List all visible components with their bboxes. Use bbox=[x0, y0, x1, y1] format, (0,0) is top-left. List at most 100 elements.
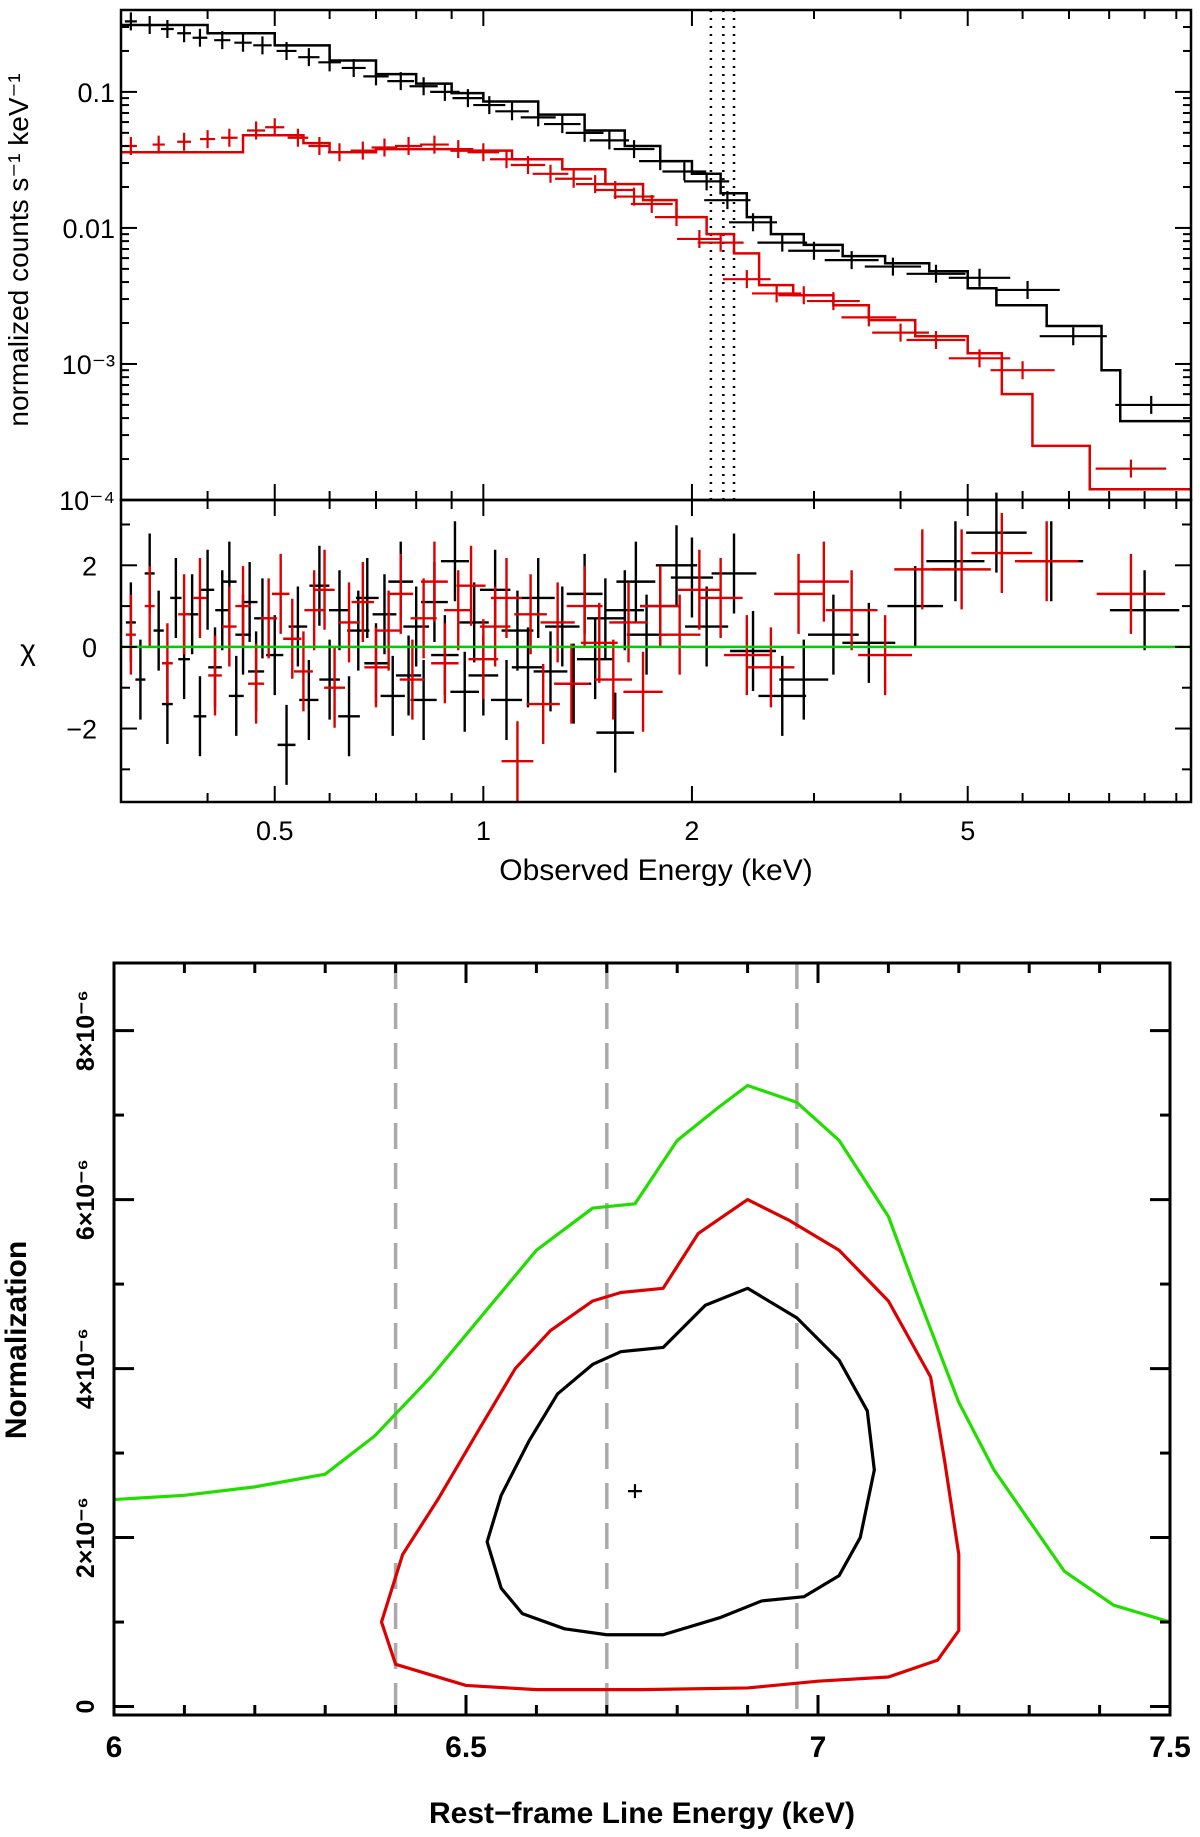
spectrum-frame bbox=[119, 8, 1193, 502]
spectrum-1-point-5 bbox=[214, 31, 231, 50]
spectrum-1-point-31 bbox=[824, 251, 879, 270]
residuals-1-point-27 bbox=[355, 557, 379, 638]
spectrum-2-point-33 bbox=[906, 331, 966, 350]
contour-inner bbox=[485, 1286, 876, 1637]
spectrum-1-point-36 bbox=[1039, 327, 1107, 346]
residuals-2-point-8 bbox=[248, 643, 265, 724]
residuals-2-point-52 bbox=[971, 513, 1033, 594]
residual-panel: −2 0 2 0.5 1 2 5 χ Observed Energy (keV) bbox=[20, 492, 1193, 887]
spectrum-1-point-33 bbox=[906, 264, 966, 283]
spectrum-1-point-26 bbox=[684, 172, 730, 191]
spectrum-1-point-2 bbox=[161, 19, 174, 38]
spectrum-1-point-21 bbox=[565, 123, 604, 142]
contour-ytick-label: 0 bbox=[72, 1700, 100, 1714]
residuals-2-point-20 bbox=[388, 553, 414, 634]
spectrum-1-point-27 bbox=[704, 191, 751, 210]
spectrum-2-point-1 bbox=[152, 135, 165, 154]
spectrum-2-point-26 bbox=[697, 233, 744, 252]
residuals-1-point-11 bbox=[215, 570, 230, 651]
residuals-2-point-29 bbox=[490, 557, 523, 638]
residual-xtick-label: 2 bbox=[684, 816, 699, 846]
residuals-2-point-49 bbox=[858, 615, 913, 696]
spectrum-2-point-18 bbox=[532, 164, 569, 183]
spectrum-1-point-28 bbox=[729, 213, 777, 232]
spectrum-1-point-8 bbox=[276, 41, 297, 60]
spectrum-2-point-8 bbox=[308, 137, 331, 156]
spectrum-1-point-18 bbox=[495, 102, 529, 121]
residuals-2-point-35 bbox=[566, 566, 603, 647]
residuals-2-point-2 bbox=[162, 623, 173, 704]
residuals-1-point-53 bbox=[605, 570, 644, 651]
residual-ylabel: χ bbox=[20, 634, 36, 667]
residuals-2-point-7 bbox=[235, 566, 251, 647]
spectrum-1-model bbox=[121, 23, 1191, 423]
residuals-2-point-46 bbox=[774, 553, 823, 634]
residuals-2-point-22 bbox=[410, 578, 437, 659]
spectrum-2-point-2 bbox=[177, 132, 192, 151]
residuals-2-point-10 bbox=[271, 553, 290, 634]
spectrum-1-point-13 bbox=[387, 72, 415, 91]
residuals-2-point-19 bbox=[376, 590, 401, 671]
residuals-2-point-47 bbox=[798, 541, 849, 622]
contour-xtick-label: 6.5 bbox=[445, 1731, 487, 1764]
residuals-2-point-18 bbox=[364, 627, 388, 708]
spectrum-2-point-30 bbox=[807, 292, 860, 311]
spectrum-1-point-6 bbox=[234, 33, 252, 52]
residuals-1-point-26 bbox=[347, 590, 370, 671]
spectrum-2-point-12 bbox=[394, 137, 423, 156]
residuals-2-point-11 bbox=[283, 598, 302, 679]
spectrum-2-point-5 bbox=[247, 121, 266, 140]
residuals-2-point-31 bbox=[514, 574, 547, 655]
spectrum-2-point-19 bbox=[555, 169, 593, 188]
residuals-1-point-13 bbox=[228, 655, 244, 736]
residual-xtick-label: 5 bbox=[960, 816, 975, 846]
residuals-2-point-4 bbox=[193, 557, 207, 638]
spectrum-1-point-1 bbox=[143, 16, 156, 35]
residuals-1-point-29 bbox=[372, 574, 397, 655]
residuals-2-point-6 bbox=[222, 586, 237, 667]
residuals-1-point-60 bbox=[711, 533, 757, 614]
contour-ytick-label: 6×10⁻⁶ bbox=[72, 1159, 100, 1240]
spectrum-1-point-4 bbox=[192, 28, 208, 47]
spectrum-1-point-7 bbox=[253, 36, 272, 55]
residuals-2-point-41 bbox=[658, 594, 701, 675]
residuals-1-point-37 bbox=[440, 521, 469, 602]
spectrum-2-point-29 bbox=[778, 286, 830, 305]
contour-panel: 6 6.5 7 7.5 0 2×10⁻⁶ 4×10⁻⁶ 6×10⁻⁶ 8×10⁻⁶ Normal… bbox=[0, 961, 1191, 1830]
spectrum-2-point-6 bbox=[265, 118, 285, 137]
residuals-2-point-28 bbox=[479, 586, 511, 667]
residuals-2-point-25 bbox=[444, 570, 473, 651]
residuals-1-point-68 bbox=[966, 492, 1027, 573]
spectrum-2-point-31 bbox=[841, 308, 897, 327]
residuals-1-point-46 bbox=[533, 631, 568, 712]
residuals-2-point-17 bbox=[351, 562, 375, 643]
residuals-1-point-65 bbox=[842, 602, 896, 683]
residuals-2-point-13 bbox=[304, 570, 324, 651]
spectrum-1-point-15 bbox=[430, 82, 460, 101]
residuals-1-point-63 bbox=[779, 639, 829, 720]
residuals-1-point-61 bbox=[730, 611, 776, 691]
spectrum-1-point-9 bbox=[298, 48, 320, 67]
spectrum-2-point-14 bbox=[443, 140, 474, 159]
residuals-2-point-32 bbox=[526, 664, 560, 745]
residuals-2-point-14 bbox=[314, 549, 335, 630]
spectrum-1-point-11 bbox=[341, 58, 366, 77]
spectrum-ytick-label: 0.1 bbox=[77, 78, 115, 108]
residuals-1-point-19 bbox=[277, 704, 296, 785]
residual-xtick-label: 1 bbox=[476, 816, 491, 846]
spectrum-ytick-label: 10⁻⁴ bbox=[59, 486, 115, 516]
residuals-1-point-38 bbox=[450, 651, 480, 732]
residuals-2-point-15 bbox=[324, 647, 345, 728]
contour-xlabel: Rest−frame Line Energy (keV) bbox=[429, 1797, 855, 1830]
spectrum-2-point-36 bbox=[1095, 459, 1167, 478]
spectrum-ytick-label: 10⁻³ bbox=[62, 350, 115, 380]
residuals-1-point-9 bbox=[200, 549, 215, 630]
spectrum-2-point-24 bbox=[654, 208, 699, 227]
spectrum-2-point-25 bbox=[677, 229, 722, 248]
spectrum-1-point-37 bbox=[1115, 395, 1188, 414]
spectrum-2-point-27 bbox=[723, 270, 771, 289]
residuals-2-point-39 bbox=[623, 651, 663, 732]
residuals-2-point-40 bbox=[640, 566, 681, 647]
residuals-1-point-67 bbox=[926, 521, 985, 602]
spectrum-1-point-24 bbox=[639, 152, 682, 171]
